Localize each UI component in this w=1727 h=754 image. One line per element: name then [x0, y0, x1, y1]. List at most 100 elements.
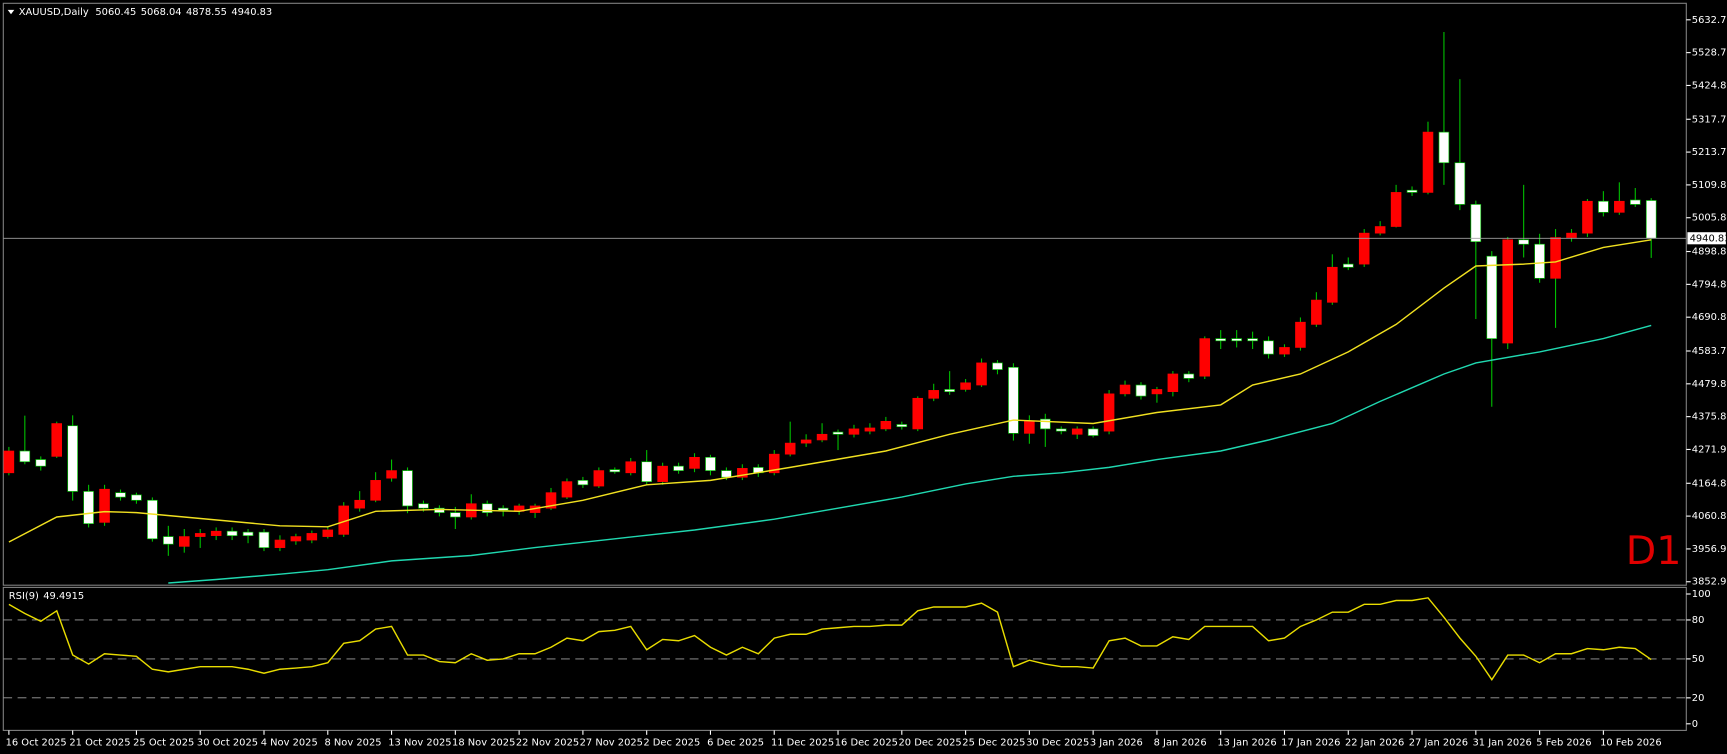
y-tick-label: 4690.85 [1692, 312, 1727, 323]
y-tick-label: 5424.80 [1692, 80, 1727, 91]
y-tick-label: 100 [1692, 589, 1711, 600]
candle-body [1024, 421, 1035, 434]
x-tick-label: 4 Nov 2025 [261, 738, 318, 749]
y-tick-label: 4271.90 [1692, 444, 1727, 455]
x-tick-label: 11 Dec 2025 [771, 738, 834, 749]
x-tick-label: 13 Nov 2025 [388, 738, 451, 749]
candle-body [1103, 393, 1115, 432]
candle-body [1295, 321, 1306, 348]
rsi-line [8, 597, 1652, 681]
candle-body [1550, 237, 1561, 279]
candle-body [832, 431, 844, 435]
candle-body [976, 362, 987, 386]
candle-body [1502, 239, 1513, 344]
candle-body [1342, 263, 1354, 268]
candle-body [147, 499, 158, 540]
y-tick-label: 4794.80 [1692, 279, 1727, 290]
candle-body [1247, 338, 1258, 342]
candle-body [1040, 418, 1051, 430]
y-tick-label: 80 [1692, 615, 1705, 626]
x-tick-label: 25 Dec 2025 [962, 738, 1025, 749]
x-tick-label: 17 Jan 2026 [1281, 738, 1340, 749]
candle-body [51, 423, 62, 457]
main-pane-frame [2, 2, 1687, 586]
candle-body [864, 427, 876, 432]
candle-body [1390, 192, 1402, 227]
x-tick-label: 30 Dec 2025 [1026, 738, 1089, 749]
candle-body [1645, 200, 1657, 239]
x-tick-label: 21 Oct 2025 [69, 738, 130, 749]
last-price-label: 4940.83 [1690, 233, 1727, 244]
x-tick-label: 8 Nov 2025 [324, 738, 381, 749]
candle-body [19, 450, 31, 463]
candle-body [721, 470, 732, 478]
candle-body [928, 390, 939, 399]
candle-body [944, 389, 955, 392]
candle-body [3, 450, 15, 474]
candle-body [561, 481, 573, 498]
x-tick-label: 3 Jan 2026 [1090, 738, 1143, 749]
candle-body [1534, 243, 1545, 279]
candle-body [784, 442, 796, 455]
chart-header: XAUUSD,Daily 5060.45 5068.04 4878.55 4940.83 [19, 7, 273, 18]
candle-body [115, 492, 126, 498]
low-value: 4878.55 [186, 7, 227, 18]
candle-body [768, 453, 780, 474]
y-tick-label: 50 [1692, 654, 1705, 665]
candle-body [1071, 428, 1083, 435]
moving-average-line [168, 324, 1652, 584]
y-tick-label: 4583.75 [1692, 346, 1727, 357]
candle-body [131, 494, 142, 501]
candle-body [1119, 384, 1131, 395]
candle-body [577, 480, 589, 486]
x-tick-label: 8 Jan 2026 [1154, 738, 1207, 749]
candle-body [1167, 373, 1179, 392]
x-tick-label: 22 Jan 2026 [1345, 738, 1404, 749]
candle-body [1374, 226, 1386, 234]
candle-body [960, 382, 971, 390]
x-tick-label: 18 Nov 2025 [452, 738, 515, 749]
close-value: 4940.83 [231, 7, 272, 18]
candle-body [992, 362, 1003, 370]
symbol: XAUUSD,Daily [19, 7, 89, 18]
candle-body [880, 421, 892, 430]
candle-body [1199, 338, 1211, 377]
candle-body [386, 470, 397, 479]
candle-body [1263, 340, 1274, 355]
candle-body [1406, 189, 1418, 193]
high-value: 5068.04 [141, 7, 182, 18]
candle-body [258, 531, 270, 548]
candle-body [609, 469, 621, 473]
candle-body [1311, 299, 1322, 325]
candle-body [545, 492, 557, 509]
candle-body [737, 468, 748, 478]
candle-body [450, 512, 461, 518]
y-tick-label: 5109.80 [1692, 180, 1727, 191]
candle-body [402, 470, 413, 507]
candle-body [641, 461, 652, 482]
y-tick-label: 4060.85 [1692, 511, 1727, 522]
candle-body [434, 507, 445, 513]
y-tick-label: 4164.80 [1692, 478, 1727, 489]
y-tick-label: 4375.85 [1692, 412, 1727, 423]
candle-body [1629, 199, 1641, 205]
x-tick-label: 27 Jan 2026 [1409, 738, 1468, 749]
candle-body [1614, 200, 1625, 213]
timeframe-label: D1 [1626, 528, 1682, 574]
candle-body [912, 397, 924, 430]
candle-body [210, 530, 222, 536]
x-tick-label: 16 Oct 2025 [6, 738, 67, 749]
candle-body [242, 531, 254, 536]
y-tick-label: 5632.70 [1692, 15, 1727, 26]
candle-body [83, 491, 94, 524]
moving-average-line [8, 239, 1652, 543]
candle-body [816, 433, 828, 441]
x-tick-label: 10 Feb 2026 [1600, 738, 1662, 749]
candle-body [67, 425, 78, 492]
candle-body [1470, 204, 1482, 243]
candle-body [35, 459, 47, 467]
candle-body [1055, 428, 1067, 432]
